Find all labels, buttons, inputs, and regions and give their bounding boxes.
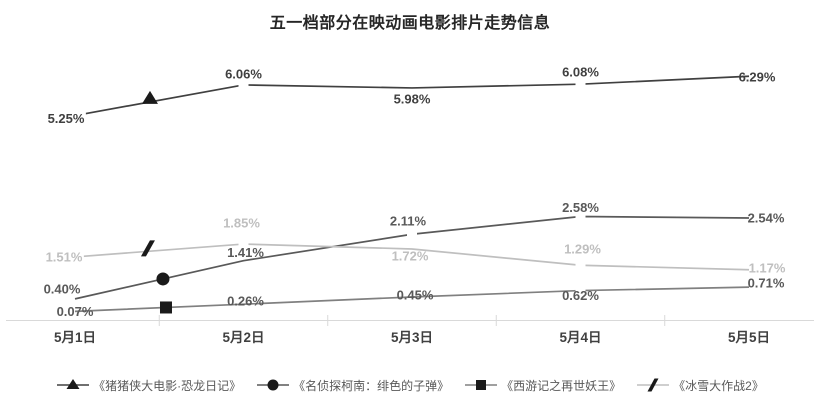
slash-marker-icon bbox=[140, 240, 155, 257]
triangle-marker-icon bbox=[141, 90, 158, 104]
data-label: 0.71% bbox=[748, 276, 785, 291]
square-marker-icon bbox=[159, 301, 172, 314]
data-label: 2.11% bbox=[390, 214, 427, 229]
data-label: 0.40% bbox=[44, 281, 81, 296]
series-line-0 bbox=[74, 75, 750, 117]
legend-item-label: 《名侦探柯南：绯色的子弹》 bbox=[293, 378, 450, 393]
legend-item-2: 《西游记之再世妖王》 bbox=[464, 377, 621, 394]
line-gap bbox=[407, 230, 417, 239]
line-gap bbox=[575, 212, 586, 221]
legend-square-icon bbox=[465, 380, 498, 390]
x-axis-label: 5月4日 bbox=[559, 330, 601, 345]
data-label: 5.25% bbox=[48, 111, 85, 126]
label-bg bbox=[42, 281, 82, 297]
series-line-3 bbox=[74, 243, 750, 271]
legend-marker bbox=[66, 379, 80, 389]
data-label: 6.29% bbox=[739, 70, 776, 85]
chart-title: 五一档部分在映动画电影排片走势信息 bbox=[269, 15, 551, 32]
circle-marker-icon bbox=[156, 272, 170, 286]
legend-item-0: 《猪猪侠大电影·恐龙日记》 bbox=[56, 377, 241, 394]
data-label: 1.85% bbox=[223, 216, 260, 231]
line-gap bbox=[575, 80, 586, 89]
data-label: 6.06% bbox=[225, 66, 262, 81]
data-label: 6.08% bbox=[562, 65, 599, 80]
data-label: 0.45% bbox=[397, 287, 434, 302]
chart-legend: 《猪猪侠大电影·恐龙日记》 《名侦探柯南：绯色的子弹》 《西游记之再世妖王》 《冰雪大… bbox=[0, 375, 820, 395]
data-label: 2.54% bbox=[748, 210, 785, 225]
legend-item-1: 《名侦探柯南：绯色的子弹》 bbox=[256, 377, 449, 394]
legend-item-label: 《猪猪侠大电影·恐龙日记》 bbox=[93, 378, 242, 393]
data-label: 1.17% bbox=[749, 260, 786, 275]
line-gap bbox=[575, 261, 586, 270]
line-gap bbox=[238, 80, 249, 89]
data-label: 1.72% bbox=[392, 248, 429, 263]
legend-marker bbox=[647, 378, 659, 392]
legend-item-label: 《西游记之再世妖王》 bbox=[501, 378, 622, 393]
data-label: 1.29% bbox=[564, 242, 601, 257]
x-axis-label: 5月3日 bbox=[391, 330, 433, 345]
x-axis-label: 5月2日 bbox=[222, 330, 264, 345]
data-label: 0.62% bbox=[562, 288, 599, 303]
label-bg bbox=[44, 249, 84, 265]
data-label: 1.41% bbox=[227, 245, 264, 260]
legend-slash-icon bbox=[637, 378, 670, 392]
legend-item-3: 《冰雪大作战2》 bbox=[636, 377, 764, 394]
line-gap bbox=[238, 240, 249, 249]
label-bg bbox=[46, 111, 86, 127]
data-label: 0.26% bbox=[227, 294, 264, 309]
data-label: 5.98% bbox=[394, 91, 431, 106]
legend-circle-icon bbox=[257, 379, 290, 391]
legend-item-label: 《冰雪大作战2》 bbox=[673, 378, 764, 393]
data-label: 2.58% bbox=[562, 200, 599, 215]
legend-marker bbox=[267, 379, 279, 391]
data-label: 1.51% bbox=[46, 249, 83, 264]
data-label: 0.07% bbox=[57, 304, 94, 319]
x-axis-label: 5月1日 bbox=[54, 330, 96, 345]
x-axis-label: 5月5日 bbox=[728, 330, 770, 345]
legend-marker bbox=[476, 380, 487, 390]
legend-triangle-icon bbox=[57, 379, 90, 389]
line-gap bbox=[575, 286, 586, 295]
series-line-2 bbox=[74, 286, 750, 313]
